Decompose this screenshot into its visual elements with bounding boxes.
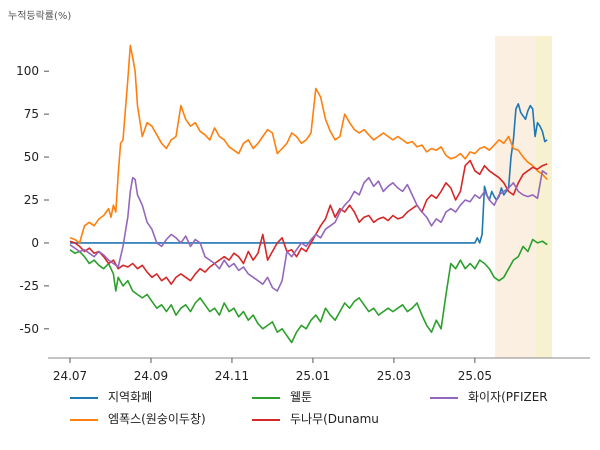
legend-swatch — [252, 396, 280, 399]
y-tick-label: -50 — [19, 322, 39, 336]
legend-label: 두나무(Dunamu — [290, 412, 379, 426]
series-lines — [69, 44, 548, 344]
y-axis-title: 누적등락률(%) — [8, 11, 72, 22]
legend-label: 웰툰 — [290, 390, 313, 404]
x-tick-label: 25.03 — [377, 369, 411, 383]
legend-label: 지역화폐 — [108, 390, 153, 404]
series-line-0 — [70, 103, 548, 244]
shaded-regions — [495, 36, 552, 358]
x-tick-label: 24.11 — [215, 369, 249, 383]
x-tick-label: 24.09 — [134, 369, 168, 383]
legend-swatch — [430, 396, 458, 399]
y-tick-label: 25 — [24, 193, 39, 207]
legend-item-4: 화이자(PFIZER — [430, 388, 548, 405]
axes: 100 75 50 25 0 -25 -50 24.07 24.09 24.11 25.01 25.0… — [16, 64, 590, 383]
shaded-region-1 — [536, 36, 552, 358]
series-line-4 — [69, 170, 548, 292]
shaded-region-0 — [495, 36, 537, 358]
y-tick-label: 0 — [31, 236, 39, 250]
legend-item-0: 지역화폐 — [70, 388, 152, 405]
x-tick-label: 25.01 — [296, 369, 330, 383]
y-tick-label: -25 — [19, 279, 39, 293]
legend-swatch — [70, 396, 98, 399]
legend-label: 엠폭스(원숭이두창) — [108, 412, 206, 426]
x-tick-label: 25.05 — [458, 369, 492, 383]
series-line-1 — [69, 44, 548, 244]
y-tick-label: 75 — [24, 107, 39, 121]
legend-item-3: 두나무(Dunamu — [252, 410, 379, 427]
x-tick-label: 24.07 — [53, 369, 87, 383]
legend-swatch — [252, 418, 280, 421]
series-line-2 — [69, 238, 548, 344]
legend-label: 화이자(PFIZER — [468, 390, 548, 404]
y-tick-label: 50 — [24, 150, 39, 164]
y-tick-label: 100 — [16, 64, 39, 78]
series-line-3 — [69, 159, 548, 286]
legend-item-1: 엠폭스(원숭이두창) — [70, 410, 206, 427]
legend-swatch — [70, 418, 98, 421]
legend-item-2: 웰툰 — [252, 388, 312, 405]
